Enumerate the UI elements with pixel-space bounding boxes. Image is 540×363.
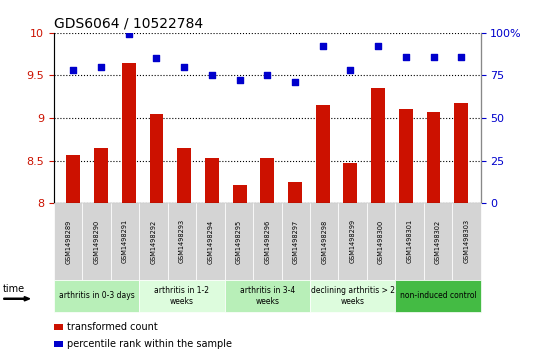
Text: declining arthritis > 2
weeks: declining arthritis > 2 weeks — [310, 286, 395, 306]
Point — [235, 78, 244, 83]
Point — [69, 67, 78, 73]
Text: GSM1498292: GSM1498292 — [151, 219, 157, 264]
Bar — [343, 163, 357, 203]
Text: GSM1498289: GSM1498289 — [65, 219, 71, 264]
Point — [319, 44, 327, 49]
Point — [97, 64, 105, 70]
Bar — [150, 114, 164, 203]
Bar — [177, 148, 191, 203]
Text: arthritis in 3-4
weeks: arthritis in 3-4 weeks — [240, 286, 295, 306]
Text: GSM1498298: GSM1498298 — [321, 219, 327, 264]
Text: time: time — [3, 284, 24, 294]
Bar — [122, 62, 136, 203]
Text: transformed count: transformed count — [67, 322, 158, 332]
Text: GSM1498291: GSM1498291 — [122, 219, 128, 264]
Point — [207, 72, 216, 78]
Bar — [260, 158, 274, 203]
Bar — [427, 112, 441, 203]
Text: non-induced control: non-induced control — [400, 291, 476, 300]
Bar — [454, 103, 468, 203]
Text: GSM1498294: GSM1498294 — [207, 219, 213, 264]
Text: GSM1498297: GSM1498297 — [293, 219, 299, 264]
Text: GSM1498301: GSM1498301 — [407, 219, 413, 264]
Text: percentile rank within the sample: percentile rank within the sample — [67, 339, 232, 349]
Point — [374, 44, 382, 49]
Point — [346, 67, 355, 73]
Text: GSM1498293: GSM1498293 — [179, 219, 185, 264]
Bar — [316, 105, 329, 203]
Text: GSM1498303: GSM1498303 — [463, 219, 469, 264]
Text: GSM1498302: GSM1498302 — [435, 219, 441, 264]
Point — [125, 32, 133, 37]
Text: GSM1498295: GSM1498295 — [236, 219, 242, 264]
Bar — [371, 88, 385, 203]
Point — [180, 64, 188, 70]
Bar — [205, 158, 219, 203]
Text: GDS6064 / 10522784: GDS6064 / 10522784 — [54, 16, 203, 30]
Bar — [94, 148, 108, 203]
Bar — [66, 155, 80, 203]
Text: GSM1498299: GSM1498299 — [349, 219, 356, 264]
Text: GSM1498290: GSM1498290 — [93, 219, 100, 264]
Bar — [288, 182, 302, 203]
Text: arthritis in 0-3 days: arthritis in 0-3 days — [59, 291, 134, 300]
Point — [429, 54, 438, 60]
Point — [263, 72, 272, 78]
Text: GSM1498300: GSM1498300 — [378, 219, 384, 264]
Text: GSM1498296: GSM1498296 — [264, 219, 271, 264]
Point — [291, 79, 299, 85]
Point — [401, 54, 410, 60]
Point — [457, 54, 465, 60]
Point — [152, 55, 161, 61]
Bar — [233, 184, 247, 203]
Bar — [399, 110, 413, 203]
Text: arthritis in 1-2
weeks: arthritis in 1-2 weeks — [154, 286, 210, 306]
